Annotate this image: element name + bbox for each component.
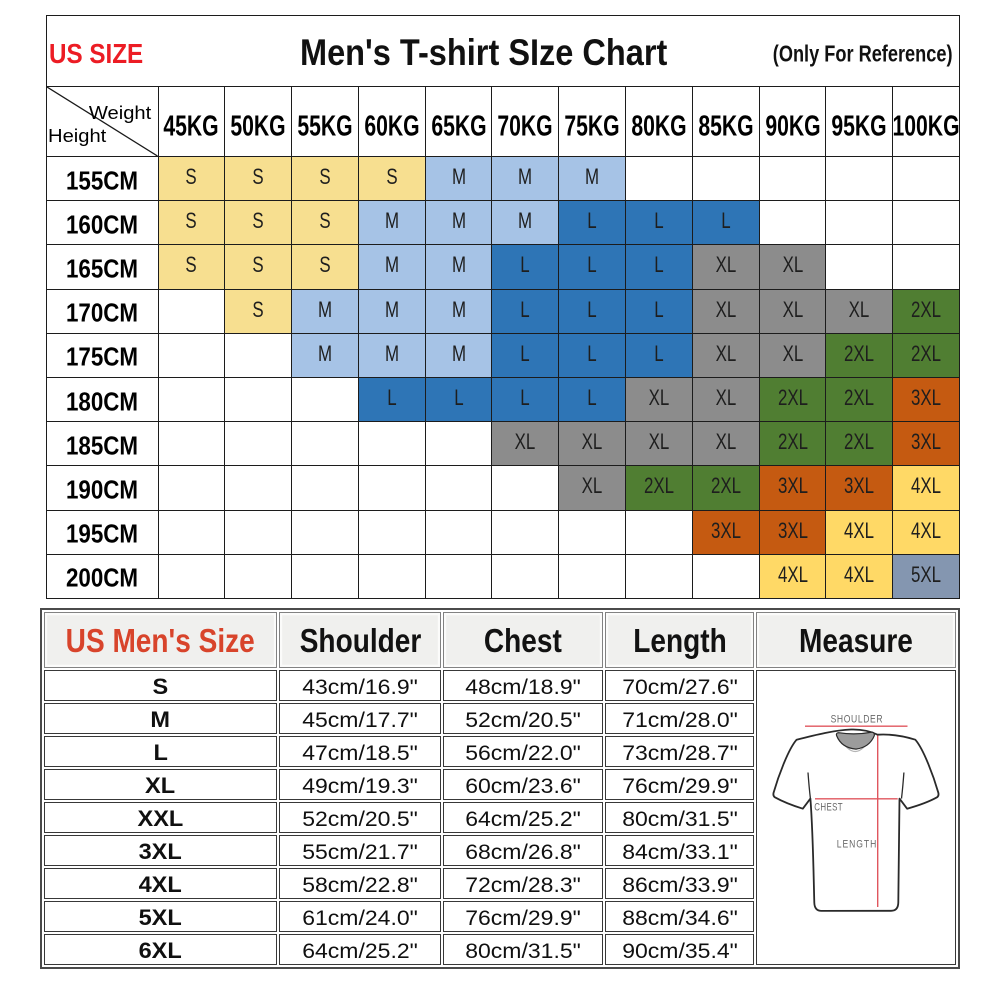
- svg-text:CHEST: CHEST: [814, 801, 843, 814]
- svg-text:SHOULDER: SHOULDER: [831, 714, 884, 726]
- svg-text:LENGTH: LENGTH: [837, 838, 877, 850]
